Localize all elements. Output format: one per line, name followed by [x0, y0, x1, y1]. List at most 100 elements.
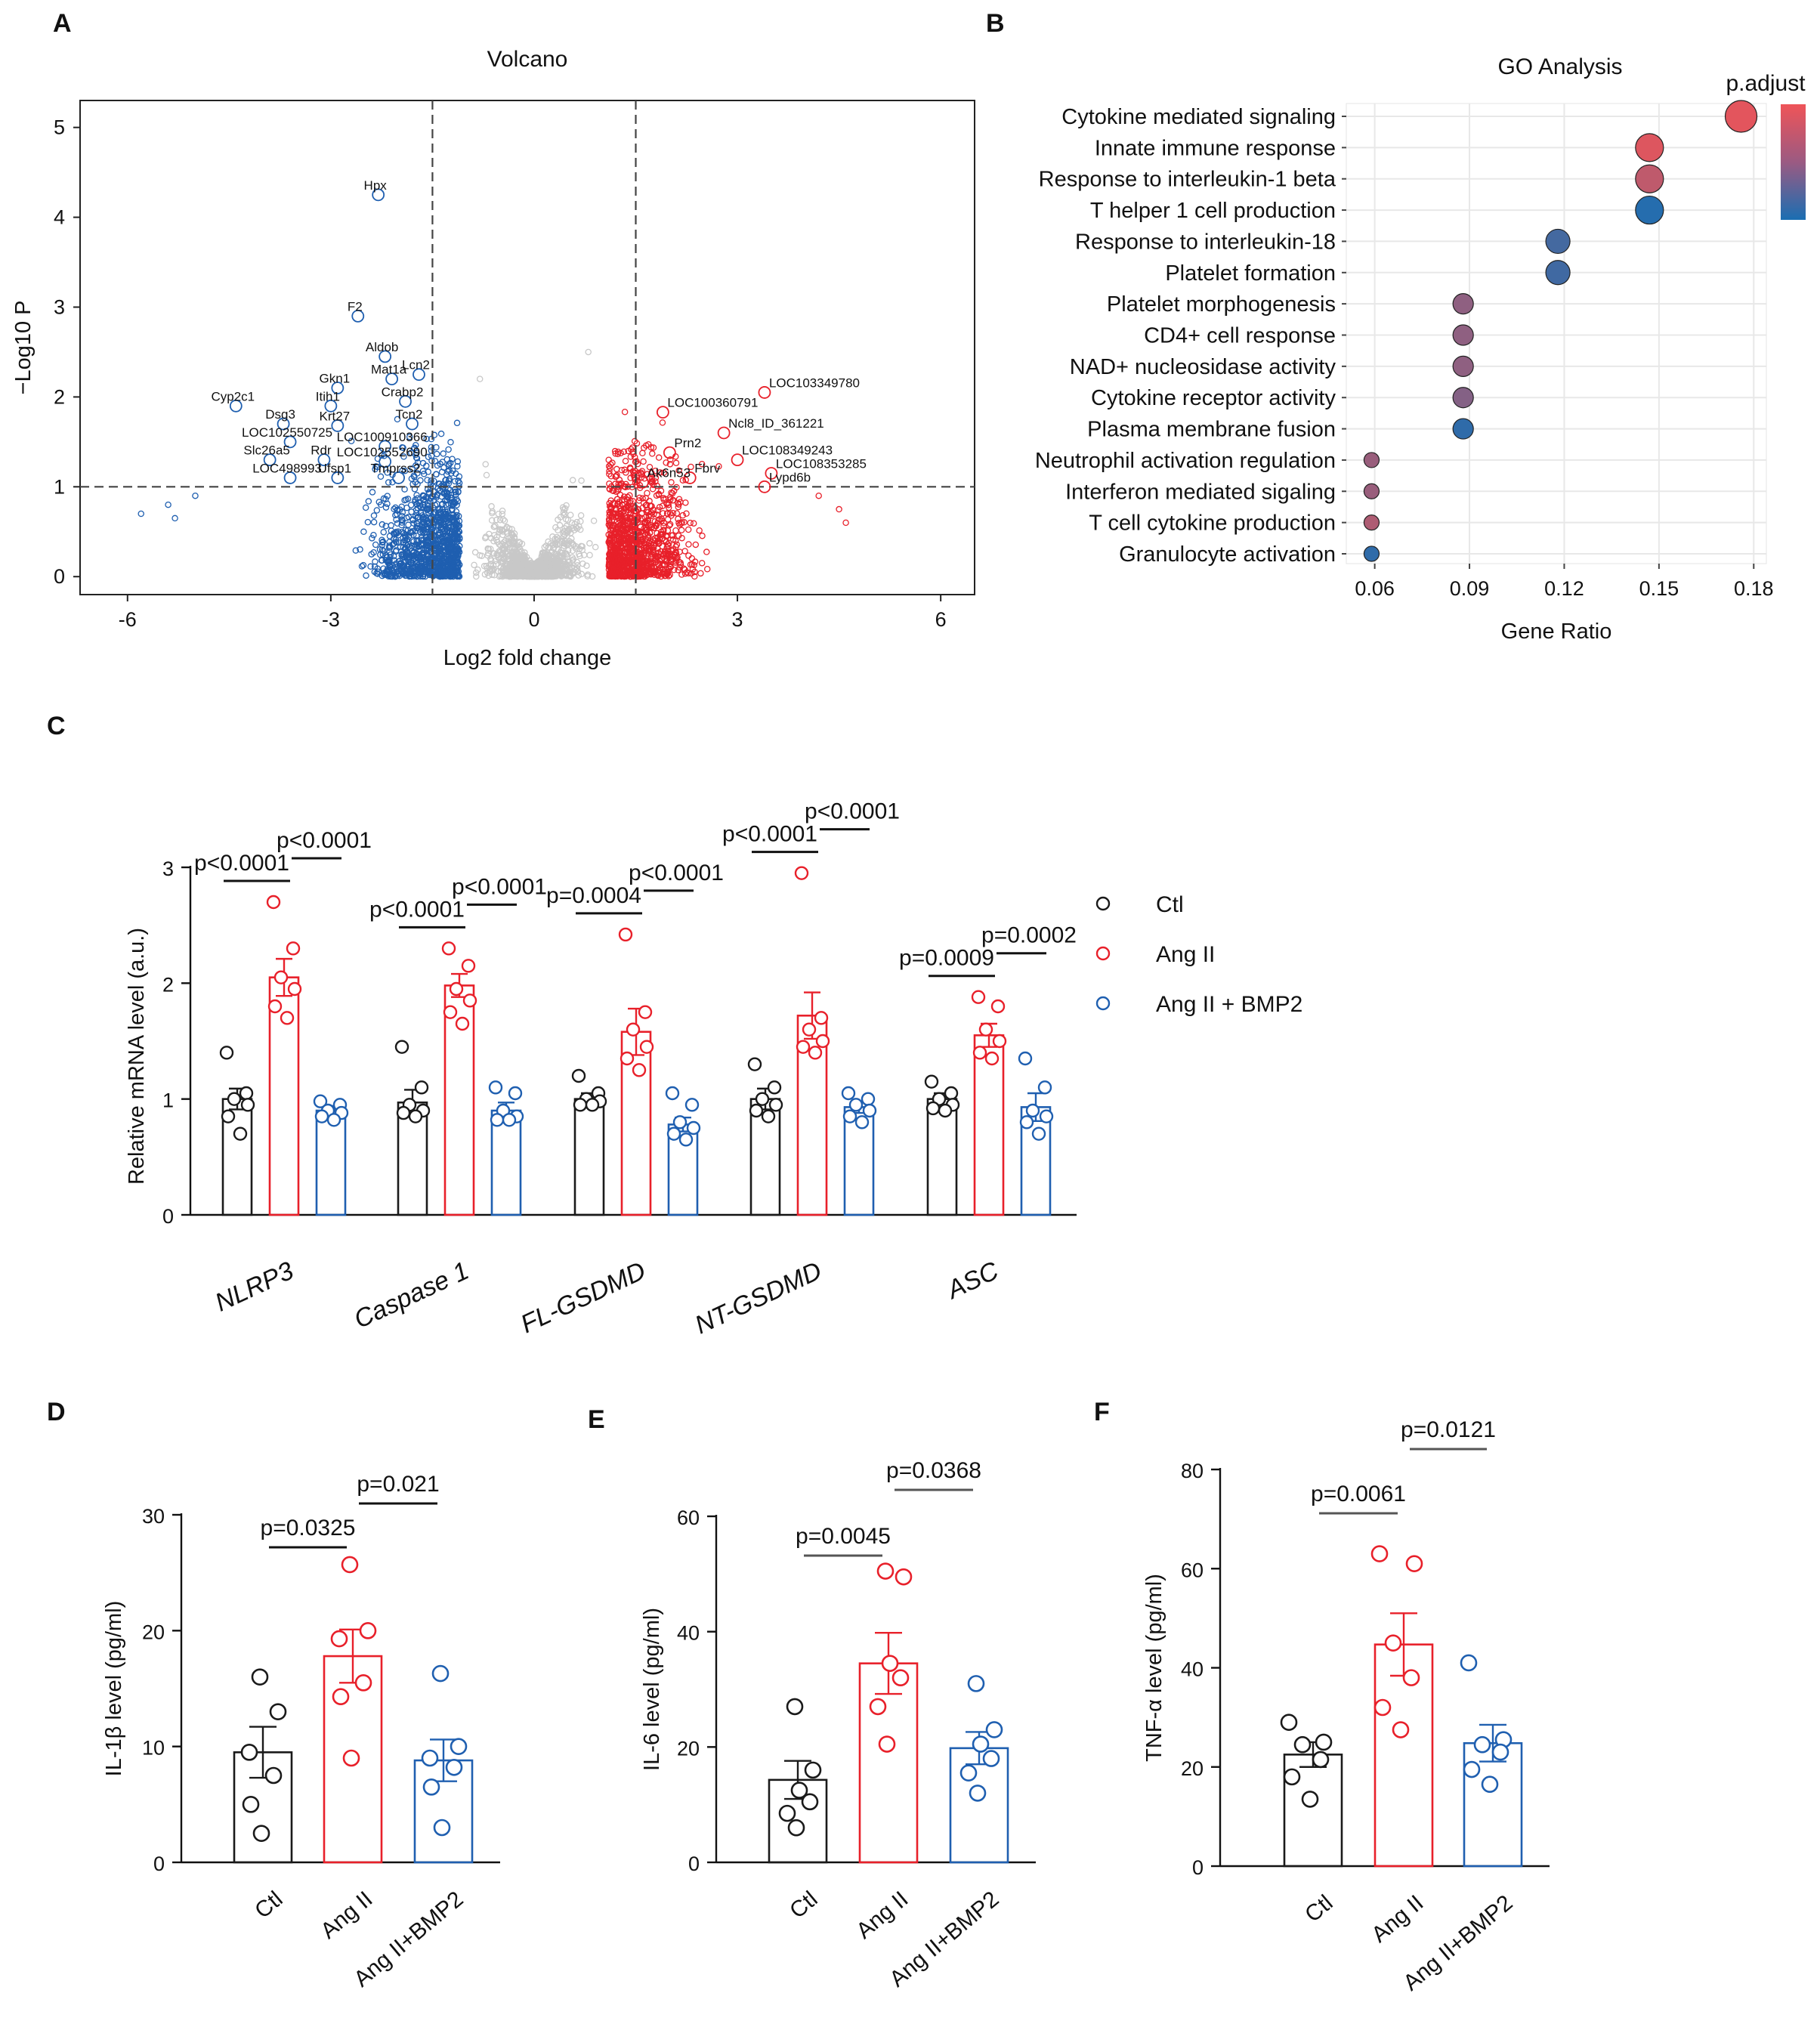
upregulated-point [691, 558, 699, 565]
downregulated-point [393, 516, 400, 524]
y-axis-title: TNF-α level (pg/ml) [1142, 1574, 1166, 1762]
downregulated-point [370, 549, 377, 556]
go-term-point [1452, 293, 1474, 315]
data-point [895, 1568, 913, 1586]
downregulated-point [415, 513, 422, 521]
downregulated-point [399, 444, 406, 451]
data-point [925, 1101, 941, 1116]
gene-label: Mat1a [371, 363, 407, 377]
downregulated-point [372, 541, 379, 549]
data-point [787, 1819, 805, 1837]
downregulated-point [430, 518, 437, 525]
downregulated-point [452, 521, 459, 529]
data-point [422, 1778, 440, 1796]
downregulated-point [385, 558, 392, 564]
non-significant-point [548, 539, 555, 547]
downregulated-point [428, 443, 435, 451]
p-value-label: p=0.0009 [899, 946, 994, 971]
downregulated-point [447, 567, 455, 574]
downregulated-point [392, 572, 400, 579]
p-value-label: p=0.0368 [886, 1458, 981, 1483]
group-label: Ctl [785, 1887, 822, 1924]
data-point [854, 1115, 870, 1129]
data-point [264, 1766, 283, 1785]
data-point [861, 1092, 876, 1106]
points-layer [138, 348, 849, 580]
upregulated-point [698, 460, 706, 468]
downregulated-point [422, 515, 430, 521]
downregulated-point [440, 464, 447, 471]
downregulated-point [407, 529, 414, 536]
non-significant-point [592, 543, 599, 551]
outlier-point [815, 492, 822, 499]
downregulated-point [352, 547, 360, 554]
data-point [240, 1744, 258, 1761]
non-significant-point [504, 524, 511, 531]
upregulated-point [687, 519, 694, 527]
upregulated-point [672, 527, 679, 534]
data-point [1460, 1654, 1478, 1672]
p-adjust-color-bar [1781, 104, 1806, 220]
go-term-point [1635, 133, 1664, 162]
non-significant-point [569, 477, 576, 484]
upregulated-point [660, 530, 666, 538]
category-label: Caspase 1 [350, 1256, 473, 1334]
downregulated-point [372, 465, 379, 473]
downregulated-point [434, 462, 441, 469]
go-term-point [1545, 260, 1571, 286]
upregulated-point [698, 560, 706, 567]
downregulated-point [444, 527, 452, 534]
y-tick-label: 2 [162, 973, 174, 996]
downregulated-point [379, 551, 387, 558]
downregulated-point [400, 453, 407, 460]
upregulated-point [673, 541, 681, 549]
data-point [801, 1793, 819, 1811]
downregulated-point [443, 562, 451, 570]
downregulated-point [415, 524, 422, 531]
mrna-bar-chart: 0 1 2 3 Relative mRNA level (a.u.) NLRP3 Caspa… [125, 799, 1302, 1340]
legend-marker [1095, 946, 1111, 961]
group-label: Ang II [1367, 1890, 1428, 1948]
non-significant-point [560, 561, 567, 567]
non-significant-point [548, 548, 555, 555]
upregulated-point [681, 570, 689, 577]
downregulated-point [385, 568, 391, 575]
downregulated-point [455, 568, 462, 575]
non-significant-point [556, 521, 564, 529]
downregulated-point [379, 538, 387, 545]
downregulated-point [450, 534, 457, 541]
downregulated-point [453, 419, 461, 427]
upregulated-point [640, 458, 647, 465]
data-point [842, 1109, 857, 1123]
downregulated-point [430, 572, 437, 579]
upregulated-point [681, 566, 688, 573]
non-significant-point [526, 560, 533, 567]
p-value-label: p<0.0001 [452, 874, 547, 899]
data-point [967, 1675, 985, 1692]
downregulated-point [437, 557, 443, 564]
non-significant-point [574, 568, 581, 576]
downregulated-point [445, 446, 452, 453]
go-term-label: NAD+ nucleosidase activity [1070, 355, 1336, 379]
data-point [233, 1126, 248, 1141]
data-point [449, 981, 464, 997]
data-point [455, 1016, 470, 1031]
y-tick-label: 3 [54, 295, 65, 318]
downregulated-point [384, 469, 391, 476]
downregulated-point [447, 487, 454, 493]
non-significant-point [564, 558, 572, 565]
y-tick-label: 0 [1192, 1856, 1204, 1879]
upregulated-point [699, 532, 706, 539]
data-point [984, 1051, 1000, 1066]
data-point [502, 1113, 517, 1127]
upregulated-point [697, 570, 704, 577]
downregulated-point [401, 532, 408, 539]
gene-label: LOC100360791 [667, 396, 758, 410]
data-point [978, 1022, 993, 1037]
downregulated-point [443, 501, 450, 508]
outlier-point [171, 515, 178, 522]
downregulated-point [403, 496, 409, 503]
upregulated-point [715, 462, 722, 470]
non-significant-point [564, 539, 570, 546]
data-point [433, 1819, 451, 1837]
